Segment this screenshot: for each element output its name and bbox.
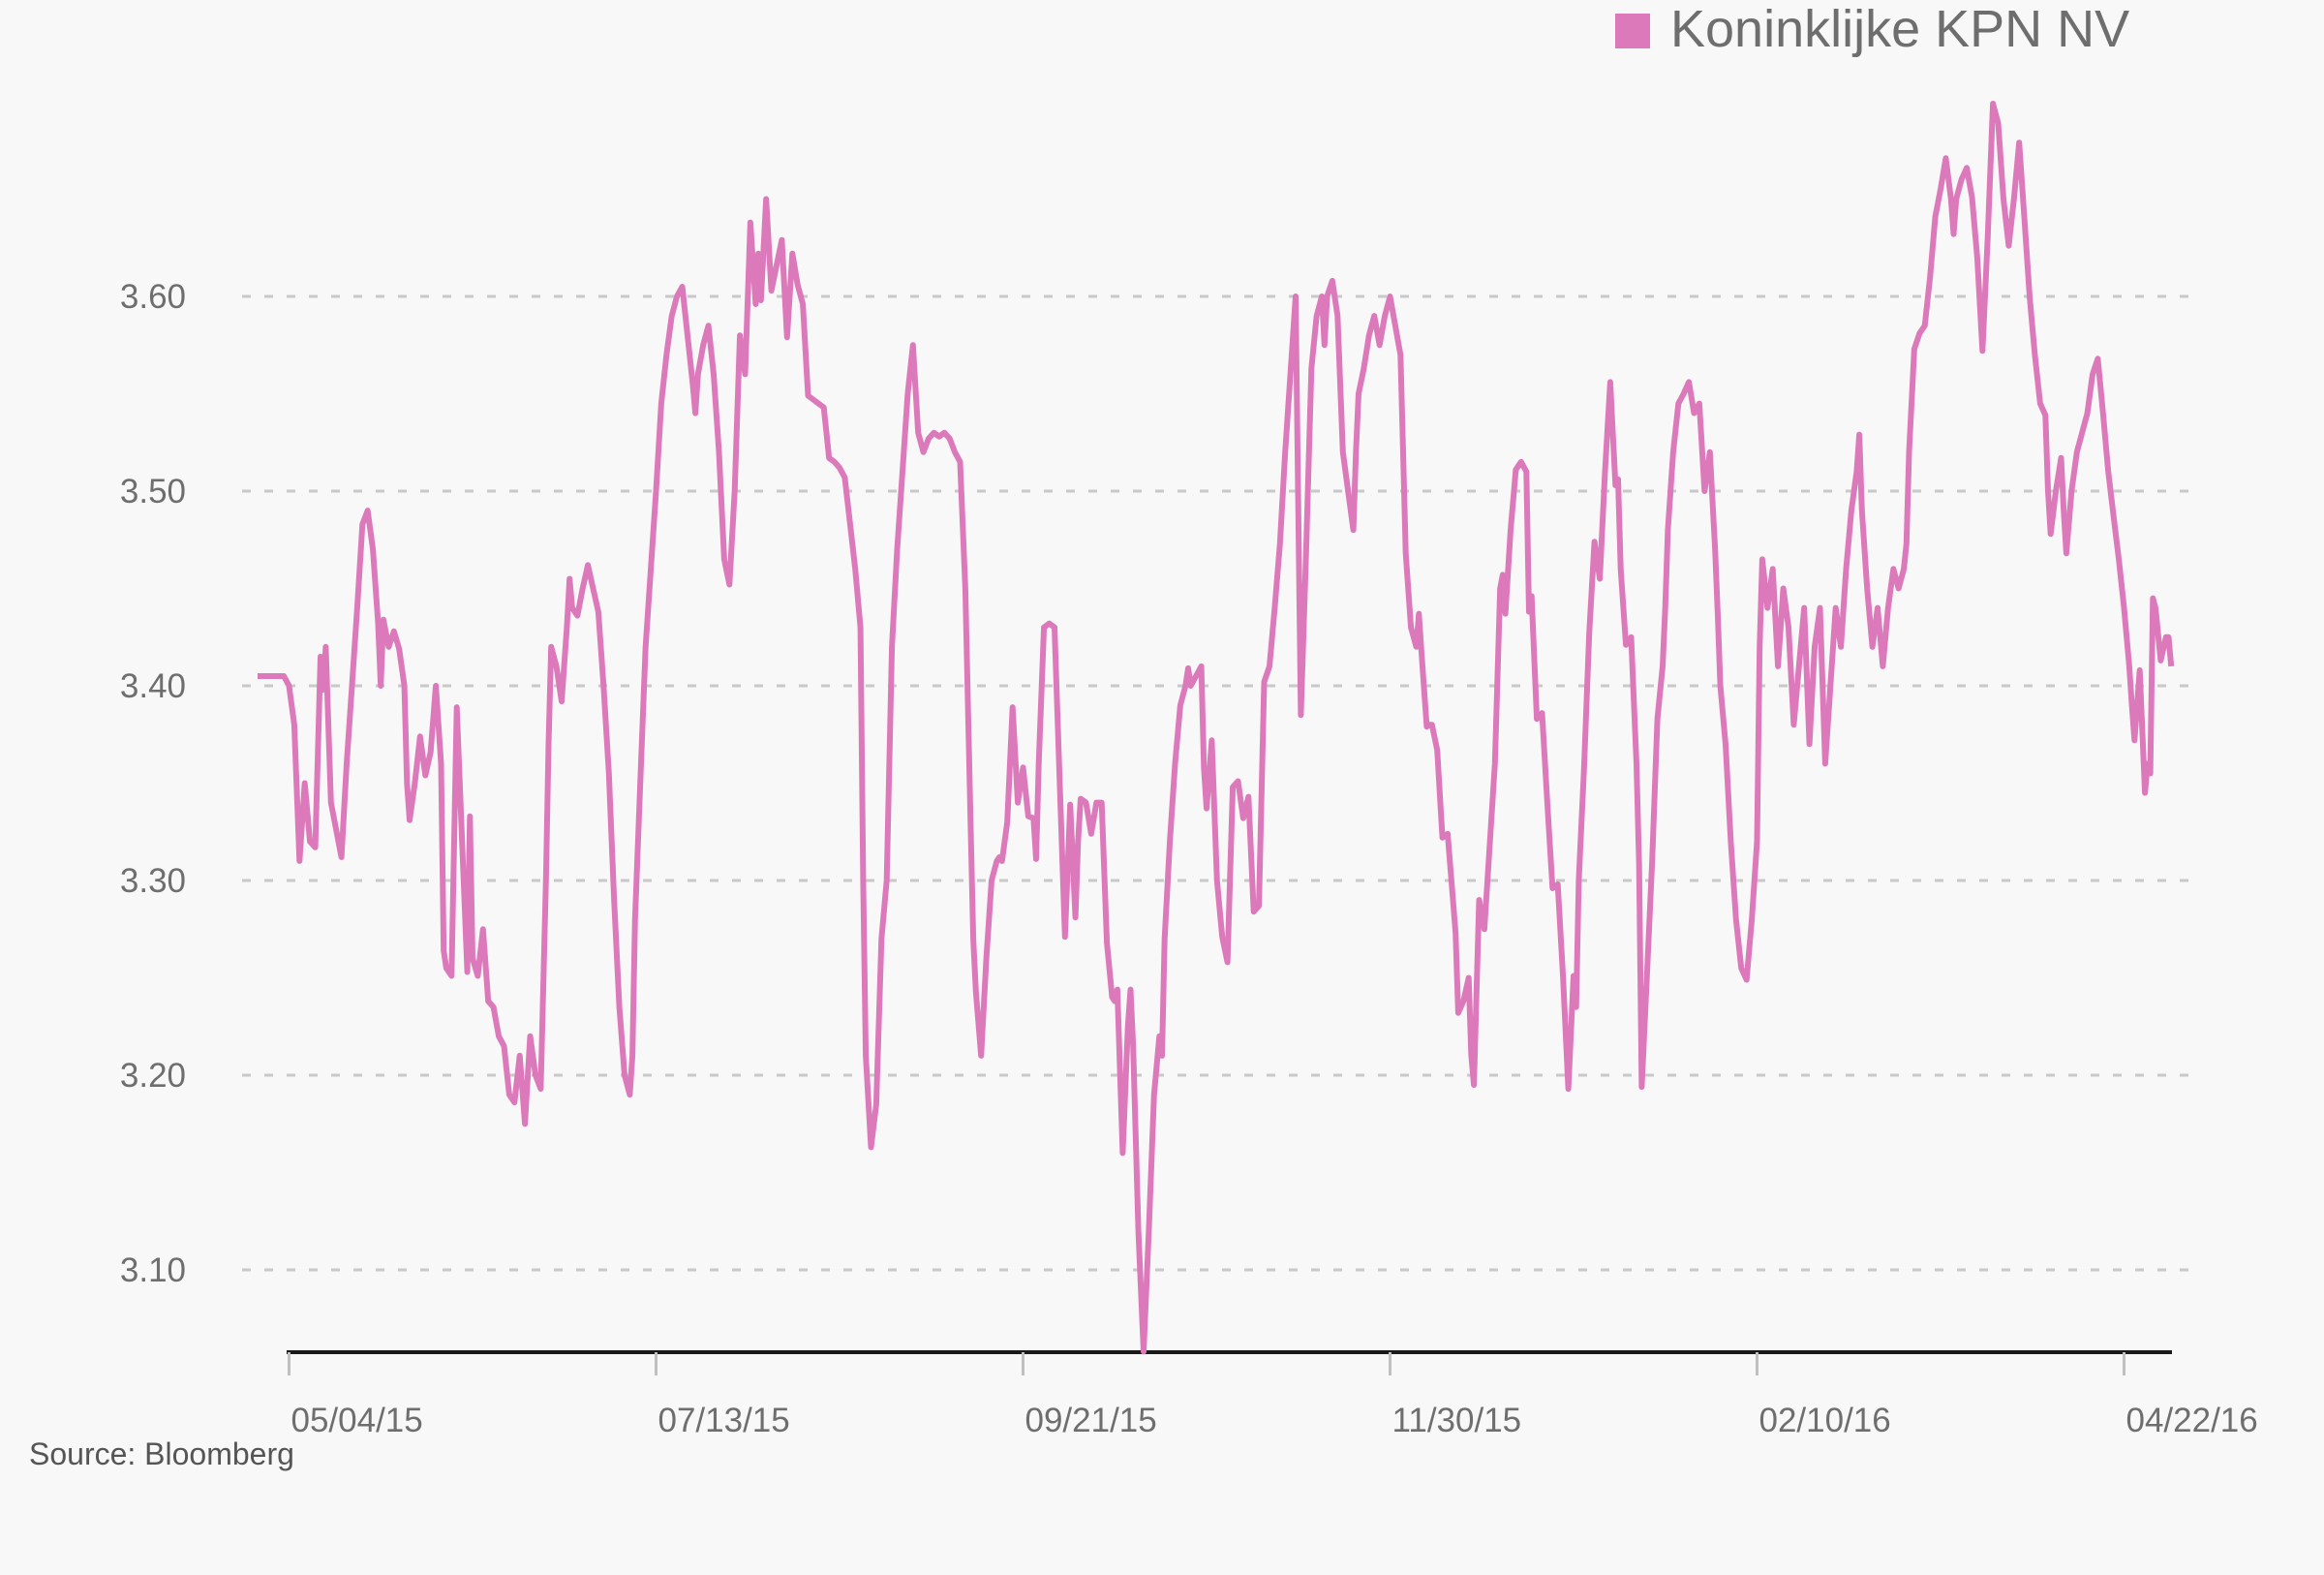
y-axis-tick-label: 3.20 <box>120 1057 186 1095</box>
price-line <box>258 101 2175 1355</box>
x-axis-tick-label: 02/10/16 <box>1758 1402 1890 1439</box>
x-axis-tick-label: 11/30/15 <box>1391 1402 1521 1439</box>
y-axis-tick-label: 3.10 <box>120 1251 186 1289</box>
x-axis-tick-label: 09/21/15 <box>1024 1402 1156 1439</box>
price-line-series <box>258 101 2175 1355</box>
legend-swatch <box>1615 14 1650 48</box>
legend: Koninklijke KPN NV <box>1615 0 2129 58</box>
x-axis <box>287 1350 2172 1375</box>
x-axis-tick-label: 07/13/15 <box>657 1402 789 1439</box>
legend-label: Koninklijke KPN NV <box>1670 0 2129 58</box>
axis-labels: 3.60 3.50 3.40 3.30 3.20 3.10 05/04/15 07/13/15… <box>120 278 2258 1439</box>
source-attribution: Source: Bloomberg <box>29 1436 294 1471</box>
x-axis-tick-label: 05/04/15 <box>290 1402 422 1439</box>
y-axis-tick-label: 3.30 <box>120 862 186 900</box>
y-axis-tick-label: 3.50 <box>120 473 186 510</box>
x-axis-tick-label: 04/22/16 <box>2125 1402 2257 1439</box>
y-axis-tick-label: 3.60 <box>120 278 186 316</box>
y-axis-tick-label: 3.40 <box>120 667 186 705</box>
